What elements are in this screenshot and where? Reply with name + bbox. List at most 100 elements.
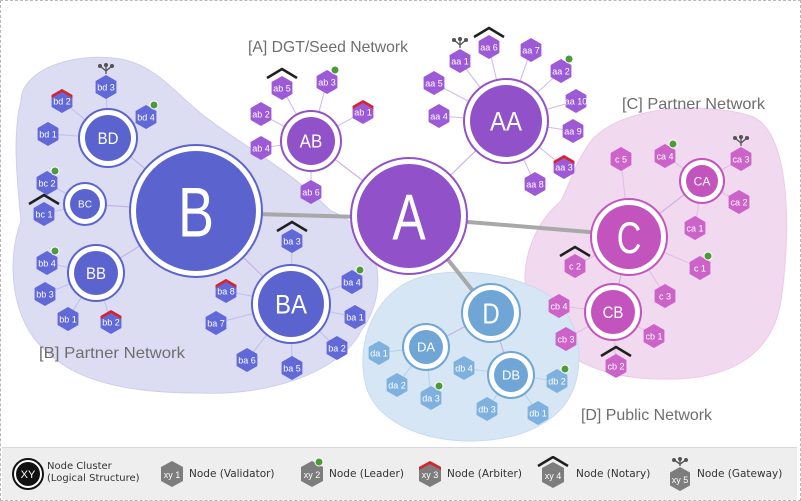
node-da2: da 2	[386, 373, 408, 397]
node-hex	[548, 294, 570, 318]
node-hex	[453, 356, 475, 380]
node-label: bd 4	[137, 113, 155, 123]
node-label: aa 2	[552, 67, 570, 77]
node-hex	[250, 136, 272, 160]
cluster-legend-icon: XY	[12, 458, 44, 490]
node-hex	[36, 171, 58, 195]
node-ba3: ba 3	[276, 220, 308, 253]
node-db1: db 1	[527, 401, 549, 425]
cluster-core	[287, 117, 335, 165]
cluster-label: CA	[694, 174, 711, 188]
node-hex	[100, 310, 122, 334]
node-hex	[368, 341, 390, 365]
gateway-legend-label: Node (Gateway)	[697, 468, 783, 480]
leader-dot-icon	[668, 139, 678, 149]
node-label: aa 10	[565, 97, 588, 107]
leader-legend-symbol: xy 2	[304, 470, 321, 480]
legend-validator: xy 1 Node (Validator)	[157, 456, 277, 492]
node-ca2: ca 2	[728, 190, 750, 214]
legend: XY Node Cluster (Logical Structure) xy 1…	[2, 447, 797, 500]
node-aa1: aa 1	[449, 36, 471, 73]
node-cb3: cb 3	[555, 327, 577, 351]
cluster-label: BA	[275, 290, 307, 319]
node-hex	[689, 256, 711, 280]
node-hex	[730, 147, 752, 171]
node-hex	[565, 89, 587, 113]
node-label: aa 3	[555, 163, 573, 173]
node-label: ab 6	[302, 188, 320, 198]
cluster-a: A	[350, 157, 468, 275]
leader-dot-icon	[355, 265, 365, 275]
arbiter-cap-icon	[100, 310, 122, 319]
node-cb4: cb 4	[548, 294, 570, 318]
node-hex	[555, 327, 577, 351]
node-hex	[135, 105, 157, 129]
node-label: ca 4	[656, 152, 673, 162]
gateway-antenna-icon	[97, 62, 115, 74]
cluster-cb: CB	[584, 283, 642, 341]
node-bd2: bd 2	[51, 89, 73, 113]
node-aa4: aa 4	[428, 104, 450, 128]
node-label: cb 1	[645, 332, 662, 342]
node-label: bd 3	[97, 83, 115, 93]
node-label: c 1	[694, 264, 706, 274]
node-hex	[37, 122, 59, 146]
node-ca4: ca 4	[654, 139, 678, 168]
node-label: cb 4	[550, 302, 567, 312]
node-da3: da 3	[420, 381, 444, 410]
node-hex	[271, 76, 293, 100]
node-hex	[605, 354, 627, 378]
node-hex	[684, 216, 706, 240]
legend-arbiter: xy 3 Node (Arbiter)	[415, 456, 530, 492]
cluster-core	[468, 290, 514, 336]
node-label: ba 2	[328, 344, 346, 354]
cluster-label: B	[178, 173, 214, 251]
node-hex	[654, 144, 676, 168]
leader-dot-icon	[703, 251, 713, 261]
leader-dot-icon	[564, 54, 574, 64]
cluster-label: BD	[98, 130, 119, 148]
node-bc1: bc 1	[28, 193, 60, 226]
node-label: aa 1	[451, 57, 469, 67]
cluster-ca: CA	[679, 158, 725, 204]
gateway-legend-icon: xy 5	[670, 457, 690, 491]
node-bd4: bd 4	[135, 100, 159, 129]
node-hex	[57, 307, 79, 331]
node-da1: da 1	[368, 341, 390, 365]
leader-dot-icon	[330, 65, 340, 75]
region-d-background	[362, 271, 580, 442]
node-hex	[281, 356, 303, 380]
cluster-label: BB	[86, 265, 106, 283]
node-label: ba 1	[346, 313, 364, 323]
node-bb4: bb 4	[36, 246, 60, 275]
arbiter-cap-icon	[352, 100, 374, 109]
node-hex	[546, 369, 568, 393]
node-hex	[610, 147, 632, 171]
cluster-core	[686, 165, 718, 197]
cluster-label: DB	[502, 368, 520, 383]
node-ab6: ab 6	[300, 180, 322, 204]
cluster-core	[357, 164, 461, 268]
cluster-core	[591, 290, 635, 334]
cluster-bc: BC	[63, 182, 107, 226]
node-ba5: ba 5	[281, 356, 303, 380]
cluster-core	[74, 251, 118, 295]
cluster-legend-label: Node Cluster (Logical Structure)	[47, 461, 140, 485]
notary-roof-icon	[276, 220, 308, 233]
node-c2: c 2	[559, 245, 591, 278]
validator-legend-symbol: xy 1	[164, 470, 181, 480]
arbiter-cap-icon	[51, 89, 73, 98]
legend-cluster: XY Node Cluster (Logical Structure)	[12, 456, 162, 492]
cluster-b: B	[129, 144, 263, 278]
node-label: bb 2	[102, 318, 120, 328]
leader-dot-icon	[50, 166, 60, 176]
node-label: ca 1	[686, 224, 703, 234]
cluster-label: BC	[78, 200, 92, 211]
node-aa5: aa 5	[423, 71, 445, 95]
node-hex	[326, 336, 348, 360]
node-bb1: bb 1	[57, 307, 79, 331]
node-bb3: bb 3	[34, 282, 56, 306]
node-aa10: aa 10	[565, 89, 588, 113]
node-label: bb 1	[59, 315, 77, 325]
legend-notary: xy 4 Node (Notary)	[536, 456, 651, 492]
